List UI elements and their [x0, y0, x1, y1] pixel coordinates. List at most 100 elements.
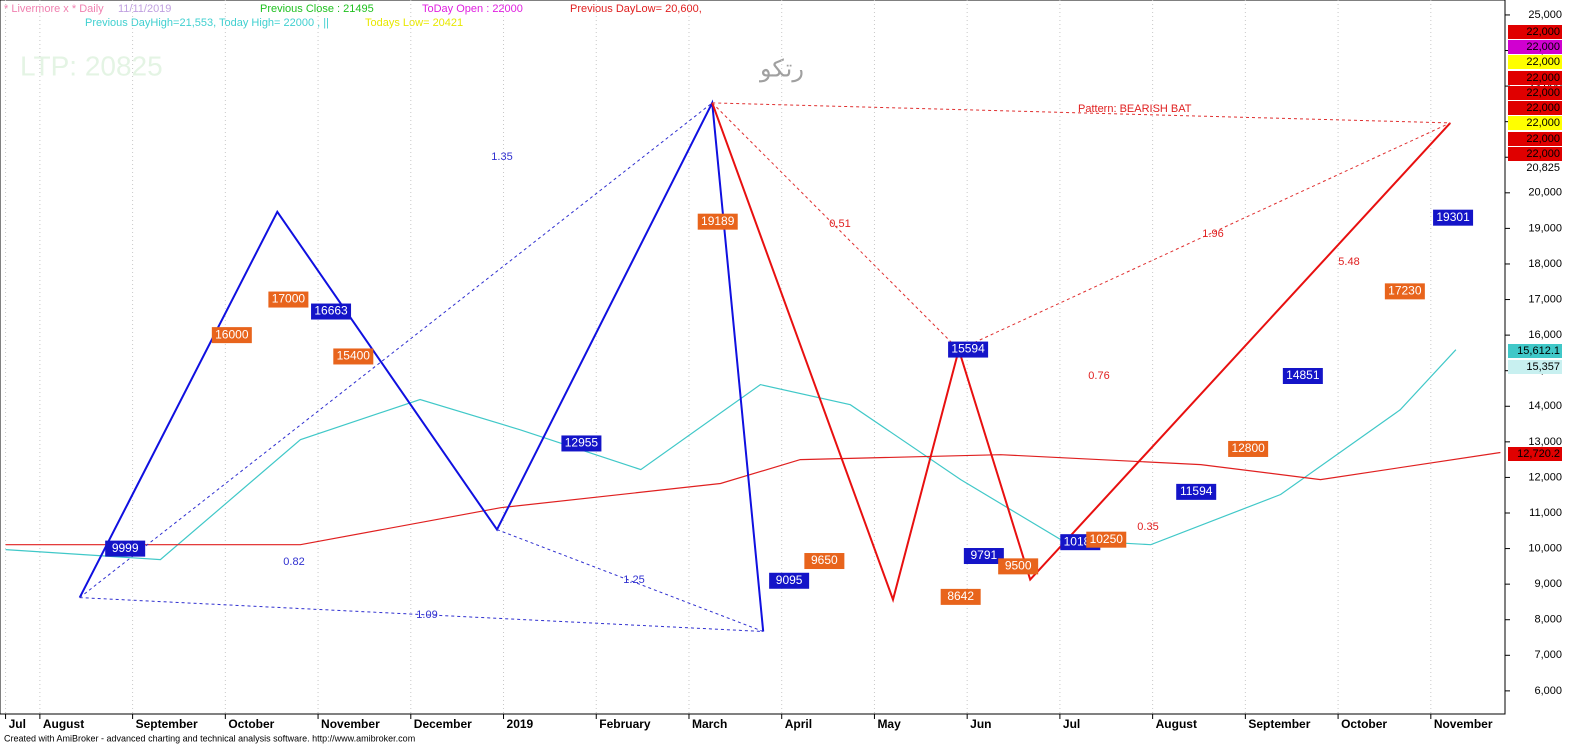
price-tag	[1508, 101, 1562, 115]
pivot-value: 19189	[701, 214, 735, 228]
header-title: * Livermore x * Daily	[4, 3, 104, 15]
pivot-label: 19189	[697, 213, 738, 230]
ratio-label: 0.76	[1088, 370, 1109, 382]
pivot-label: 12955	[561, 435, 602, 452]
y-tick-label: 17,000	[1528, 293, 1562, 305]
ratio-label: 1.35	[491, 151, 512, 163]
x-tick-label: September	[136, 717, 198, 731]
previous-day-high: Previous DayHigh=21,553, Today High= 220…	[85, 17, 329, 29]
pivot-label: 16663	[311, 303, 352, 320]
pivot-label: 9500	[998, 558, 1039, 575]
ratio-label: 1.25	[623, 574, 644, 586]
pivot-label: 9999	[105, 540, 146, 557]
y-tick-label: 18,000	[1528, 258, 1562, 270]
todays-low: Todays Low= 20421	[365, 17, 463, 29]
price-tag-label: 22,000	[1526, 56, 1560, 68]
price-tag	[1508, 132, 1562, 146]
y-tick-label: 16,000	[1528, 329, 1562, 341]
y-tick-label: 11,000	[1529, 507, 1562, 519]
ratio-label: 0.35	[1137, 521, 1158, 533]
pivot-value: 9650	[811, 553, 838, 567]
pivot-label: 15594	[948, 341, 989, 358]
price-tag-label: 22,000	[1526, 117, 1560, 129]
pivot-box	[998, 558, 1039, 575]
pivot-value: 9500	[1005, 559, 1032, 573]
price-tag-label: 15,357	[1526, 361, 1560, 373]
price-tag-label: 22,000	[1526, 26, 1560, 38]
pivot-value: 16663	[314, 304, 348, 318]
x-tick-label: October	[1341, 717, 1387, 731]
price-tag	[1508, 360, 1562, 374]
x-tick-label: February	[599, 717, 651, 731]
x-tick-label: August	[1156, 717, 1197, 731]
price-tag	[1508, 25, 1562, 39]
price-tag-label: 12,720.2	[1517, 448, 1560, 460]
pivot-box	[311, 303, 352, 320]
pivot-value: 8642	[947, 589, 974, 603]
pivot-label: 10250	[1086, 531, 1127, 548]
pivot-value: 16000	[215, 327, 249, 341]
pivot-box	[963, 548, 1004, 565]
pivot-value: 19301	[1436, 210, 1470, 224]
price-tag	[1508, 161, 1562, 175]
pivot-box	[1086, 531, 1127, 548]
pivot-box	[769, 572, 810, 589]
pivot-label: 16000	[211, 327, 252, 344]
pivot-label: 14851	[1282, 367, 1323, 384]
price-tag	[1508, 86, 1562, 100]
price-tag-label: 15,612.1	[1517, 345, 1560, 357]
pivot-box	[697, 213, 738, 230]
y-tick-label: 10,000	[1528, 542, 1562, 554]
previous-day-low: Previous DayLow= 20,600,	[570, 3, 702, 15]
pivot-box	[1433, 209, 1474, 226]
price-tag-label: 22,000	[1526, 102, 1560, 114]
price-tag	[1508, 55, 1562, 69]
pivot-box	[1384, 283, 1425, 300]
pivot-box	[1282, 367, 1323, 384]
pivot-value: 12955	[565, 436, 599, 450]
y-tick-label: 6,000	[1534, 685, 1562, 697]
ltp: LTP: 20825	[20, 50, 163, 81]
ratio-label: 0.82	[283, 556, 304, 568]
pivot-box	[948, 341, 989, 358]
pattern-label: Pattern: BEARISH BAT	[1078, 103, 1192, 115]
pivot-label: 8642	[940, 588, 981, 605]
pattern-dashed-line	[79, 597, 764, 632]
price-tag-label: 22,000	[1526, 148, 1560, 160]
price-tag	[1508, 344, 1562, 358]
y-tick-label: 25,000	[1528, 9, 1562, 21]
today-open: ToDay Open : 22000	[422, 3, 523, 15]
ratio-label: 1.09	[416, 609, 437, 621]
pivot-label: 9650	[804, 553, 845, 570]
pivot-label: 12800	[1228, 440, 1269, 457]
y-tick-label: 12,000	[1528, 471, 1562, 483]
x-tick-label: October	[228, 717, 274, 731]
pivot-value: 9095	[776, 573, 803, 587]
x-tick-label: November	[1434, 717, 1493, 731]
x-tick-label: Jun	[970, 717, 991, 731]
price-tag	[1508, 447, 1562, 461]
price-tag-label: 22,000	[1526, 133, 1560, 145]
pivot-box	[105, 540, 146, 557]
pivot-value: 15400	[337, 349, 371, 363]
price-tag	[1508, 71, 1562, 85]
price-tag	[1508, 147, 1562, 161]
x-tick-label: April	[785, 717, 812, 731]
pivot-box	[211, 327, 252, 344]
x-tick-label: August	[43, 717, 84, 731]
pivot-box	[804, 553, 845, 570]
plot-area	[0, 0, 1506, 715]
pivot-box	[1176, 483, 1217, 500]
pivot-value: 9791	[971, 548, 998, 562]
pivot-label: 9791	[963, 548, 1004, 565]
ratio-label: 0.51	[829, 218, 850, 230]
pivot-label: 17230	[1384, 283, 1425, 300]
x-tick-label: March	[692, 717, 727, 731]
ratio-label: 1.96	[1202, 228, 1223, 240]
header-date: 11/11/2019	[118, 3, 171, 15]
pivot-value: 15594	[951, 342, 985, 356]
price-tag-label: 22,000	[1526, 41, 1560, 53]
y-tick-label: 7,000	[1534, 649, 1562, 661]
price-tag-label: 20,825	[1526, 162, 1560, 174]
